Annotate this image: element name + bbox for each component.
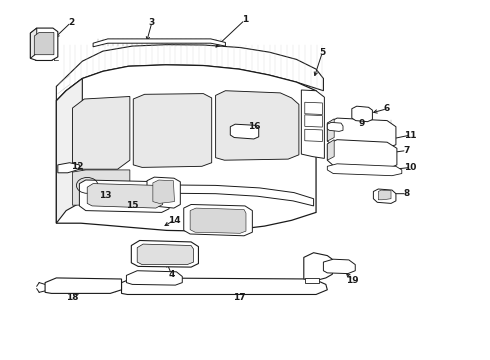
Text: 2: 2 <box>68 18 74 27</box>
Text: 11: 11 <box>404 131 417 140</box>
Polygon shape <box>147 177 180 208</box>
Polygon shape <box>133 94 212 167</box>
Text: 4: 4 <box>168 270 175 279</box>
Polygon shape <box>73 96 130 169</box>
Text: 15: 15 <box>126 201 139 210</box>
Polygon shape <box>56 45 323 101</box>
Polygon shape <box>56 78 82 223</box>
Text: 1: 1 <box>242 15 248 24</box>
Text: 9: 9 <box>358 119 365 128</box>
Text: 3: 3 <box>149 18 155 27</box>
Polygon shape <box>352 106 372 122</box>
Polygon shape <box>45 278 122 293</box>
Text: 10: 10 <box>404 163 417 172</box>
Text: 6: 6 <box>384 104 390 113</box>
Text: 12: 12 <box>71 162 84 171</box>
Text: 7: 7 <box>403 146 410 155</box>
Polygon shape <box>73 170 130 205</box>
Polygon shape <box>304 253 334 280</box>
Polygon shape <box>327 140 397 169</box>
Text: 19: 19 <box>346 276 359 284</box>
Polygon shape <box>190 208 246 233</box>
Polygon shape <box>305 115 322 127</box>
Polygon shape <box>30 28 58 60</box>
Polygon shape <box>373 189 396 203</box>
Polygon shape <box>184 204 252 236</box>
Polygon shape <box>58 163 79 173</box>
Polygon shape <box>327 140 334 160</box>
Polygon shape <box>34 32 54 55</box>
Polygon shape <box>122 278 327 294</box>
Text: 5: 5 <box>319 48 325 57</box>
Polygon shape <box>93 39 225 47</box>
Polygon shape <box>327 122 343 131</box>
Polygon shape <box>305 129 322 141</box>
Polygon shape <box>305 102 322 114</box>
Text: 13: 13 <box>99 191 112 199</box>
Polygon shape <box>81 184 314 206</box>
Polygon shape <box>137 244 194 265</box>
Polygon shape <box>327 118 396 148</box>
Polygon shape <box>230 124 259 139</box>
Text: 14: 14 <box>168 216 180 225</box>
Polygon shape <box>87 184 163 208</box>
Polygon shape <box>216 91 299 160</box>
Polygon shape <box>323 259 355 274</box>
Text: 8: 8 <box>404 189 410 198</box>
Text: 18: 18 <box>66 292 79 302</box>
Text: 17: 17 <box>233 292 245 302</box>
Polygon shape <box>56 65 316 231</box>
Polygon shape <box>378 190 391 200</box>
Polygon shape <box>153 180 174 203</box>
Polygon shape <box>327 164 402 176</box>
Polygon shape <box>131 240 198 267</box>
Polygon shape <box>327 119 334 141</box>
Polygon shape <box>305 278 318 283</box>
Polygon shape <box>301 90 324 158</box>
Polygon shape <box>30 28 37 58</box>
Text: 16: 16 <box>247 122 260 131</box>
Polygon shape <box>126 271 182 285</box>
Polygon shape <box>79 180 169 212</box>
